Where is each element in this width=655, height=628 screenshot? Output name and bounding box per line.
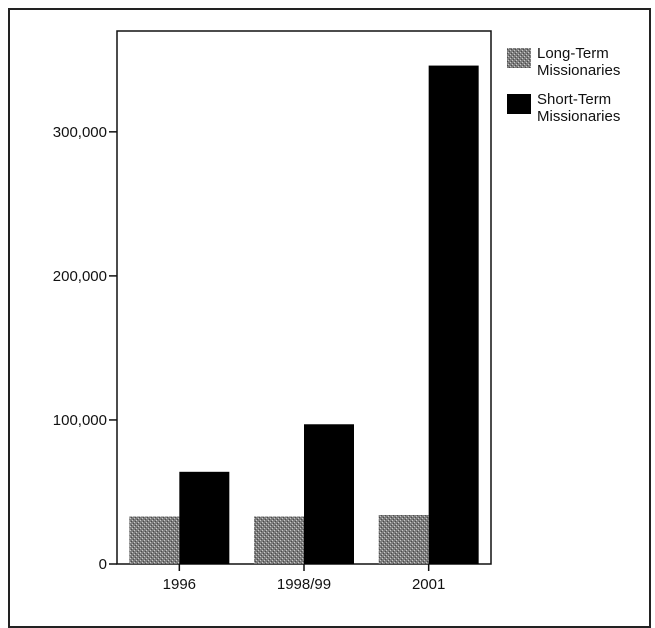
bar-long-term-1996 (129, 516, 180, 564)
legend-label-long-term-line1: Long-Term (537, 45, 609, 62)
x-axis: 1996 1998/99 2001 (163, 564, 445, 593)
bar-chart: 0 100,000 200,000 300,000 1996 1998/99 2001 L… (53, 30, 620, 593)
y-axis: 0 100,000 200,000 300,000 (53, 124, 117, 573)
bar-short-term-2001 (428, 65, 479, 565)
bar-short-term-1998-99 (304, 424, 354, 564)
y-tick-label: 100,000 (53, 412, 107, 429)
legend-item-short-term: Short-Term Missionaries (507, 91, 620, 125)
legend-label-short-term-line1: Short-Term (537, 91, 611, 108)
legend-label-short-term-line2: Missionaries (537, 108, 620, 125)
legend-swatch-short-term (507, 94, 531, 114)
x-tick-label: 2001 (412, 576, 445, 593)
y-tick-label: 300,000 (53, 124, 107, 141)
bar-short-term-1996 (179, 471, 230, 564)
legend-item-long-term: Long-Term Missionaries (507, 45, 620, 79)
x-tick-label: 1996 (163, 576, 196, 593)
y-tick-label: 0 (99, 556, 107, 573)
bars (129, 65, 479, 565)
bar-long-term-1998-99 (254, 516, 304, 564)
legend: Long-Term Missionaries Short-Term Missio… (507, 45, 620, 125)
legend-swatch-long-term (507, 48, 531, 68)
x-tick-label: 1998/99 (277, 576, 331, 593)
y-tick-label: 200,000 (53, 268, 107, 285)
legend-label-long-term-line2: Missionaries (537, 62, 620, 79)
bar-long-term-2001 (378, 515, 429, 564)
